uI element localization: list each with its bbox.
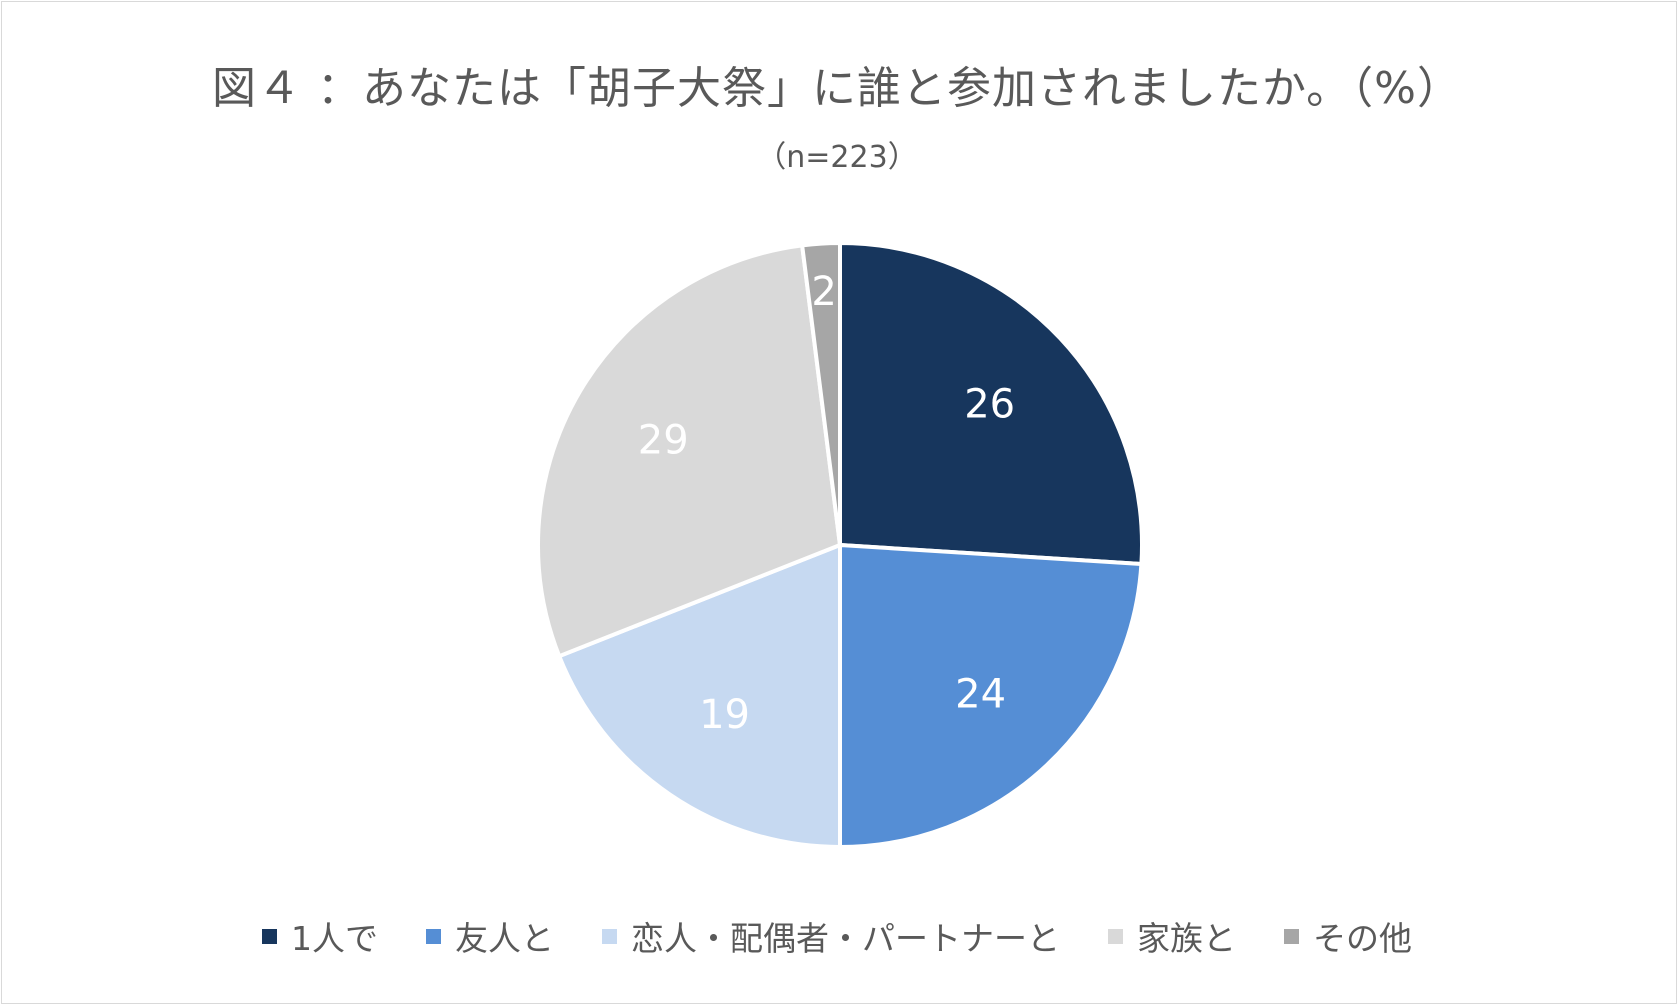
pie-slice-3-label: 19 [699, 692, 750, 738]
pie-slice-4-label: 29 [638, 417, 689, 463]
chart-legend: 1人で 友人と 恋人・配偶者・パートナーと 家族と その他 [0, 912, 1674, 960]
legend-swatch-5 [1284, 928, 1299, 944]
pie-slice-1-label: 26 [964, 381, 1015, 427]
chart-subtitle: （n=223） [756, 140, 918, 175]
pie-slice-2 [838, 543, 1144, 849]
legend-label-2: 友人と [455, 919, 554, 958]
legend-item-3: 恋人・配偶者・パートナーと [602, 912, 1060, 960]
legend-item-5: その他 [1284, 912, 1412, 960]
pie-slice-3 [557, 543, 842, 849]
legend-label-1: 1人で [291, 919, 378, 958]
pie-slice-2-label: 24 [955, 672, 1006, 718]
legend-swatch-1 [262, 928, 277, 944]
legend-swatch-2 [426, 928, 441, 944]
pie-slice-5 [800, 241, 842, 547]
legend-item-4: 家族と [1108, 912, 1236, 960]
legend-swatch-3 [602, 928, 617, 944]
legend-swatch-4 [1108, 928, 1123, 944]
chart-title: 図４ ：あなたは「胡子大祭」に誰と参加されましたか。（%） [212, 63, 1462, 114]
pie-slice-1 [838, 241, 1144, 566]
pie-slice-5-label: 2 [811, 269, 836, 315]
legend-label-3: 恋人・配偶者・パートナーと [631, 919, 1060, 958]
legend-label-5: その他 [1313, 919, 1412, 958]
legend-label-4: 家族と [1137, 919, 1236, 958]
pie-slice-4 [536, 243, 842, 659]
legend-item-1: 1人で [262, 912, 378, 960]
legend-item-2: 友人と [426, 912, 554, 960]
